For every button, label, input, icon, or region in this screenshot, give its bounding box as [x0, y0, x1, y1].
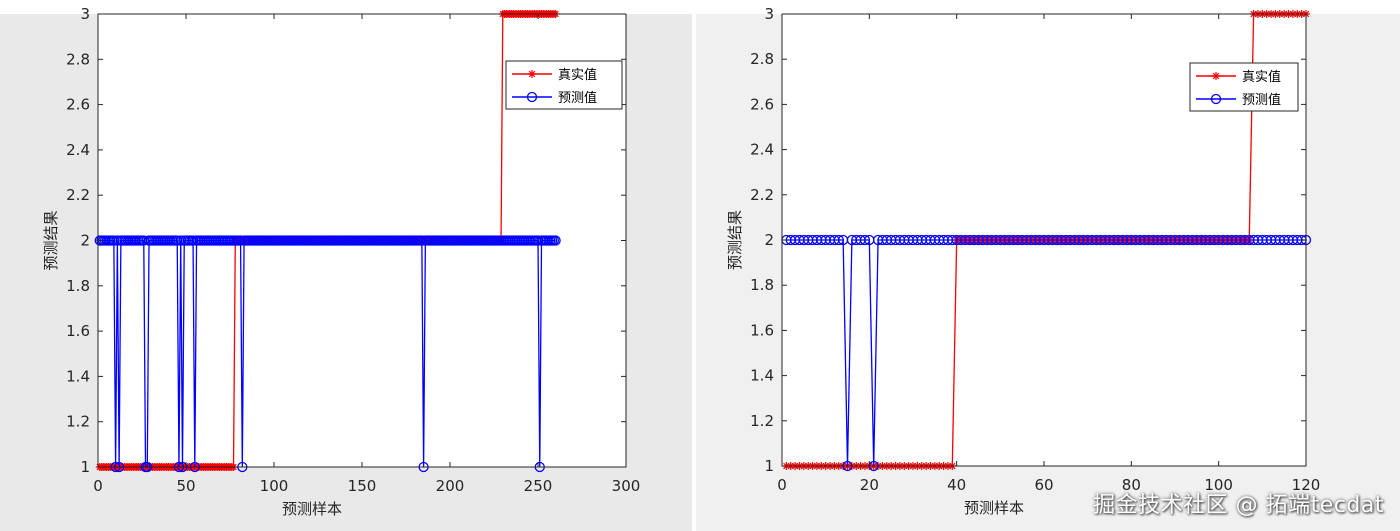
- x-tick-label: 0: [777, 476, 787, 494]
- x-tick-label: 50: [176, 477, 195, 495]
- x-tick-label: 300: [612, 477, 641, 495]
- legend-marker-actual: [528, 70, 536, 78]
- y-tick-label: 2.4: [750, 141, 774, 159]
- panel-top-strip: [696, 0, 1400, 14]
- x-tick-label: 80: [1122, 476, 1141, 494]
- data-point: [859, 234, 871, 246]
- y-axis-label: 预测结果: [42, 210, 60, 270]
- y-tick-label: 2.8: [66, 50, 90, 68]
- legend-entry-label: 真实值: [558, 67, 597, 83]
- y-tick-label: 3: [764, 5, 774, 23]
- y-tick-label: 2.4: [66, 141, 90, 159]
- legend-entry-label: 预测值: [1242, 92, 1281, 108]
- x-axis-label: 预测样本: [282, 500, 342, 518]
- x-tick-label: 120: [1292, 476, 1321, 494]
- y-tick-label: 2.6: [66, 96, 90, 114]
- legend-entry-label: 预测值: [558, 90, 597, 106]
- y-tick-label: 1.4: [750, 367, 774, 385]
- y-tick-label: 1.2: [66, 413, 90, 431]
- y-tick-label: 1.8: [66, 277, 90, 295]
- x-tick-label: 20: [860, 476, 879, 494]
- y-tick-label: 2.6: [750, 95, 774, 113]
- chart-left: 0 50 100 150 200 250 300 1 1.2 1.4 1.6 1.8 2 2.2 2.4 2.…: [42, 5, 641, 518]
- y-tick-label: 2.8: [750, 50, 774, 68]
- x-tick-label: 0: [93, 477, 103, 495]
- x-tick-label: 40: [947, 476, 966, 494]
- chart-right: 0 20 40 60 80 100 120 1 1.2 1.4 1.6 1.8 2 2.2 2.4 2.6 2.…: [726, 5, 1321, 517]
- y-tick-label: 1: [764, 457, 774, 475]
- y-tick-label: 2: [80, 232, 90, 250]
- x-tick-label: 60: [1034, 476, 1053, 494]
- data-point: [833, 234, 844, 246]
- y-tick-label: 1.4: [66, 367, 90, 385]
- x-axis-label: 预测样本: [964, 499, 1024, 517]
- y-tick-label: 1.6: [66, 322, 90, 340]
- legend-entry-label: 真实值: [1242, 69, 1281, 85]
- y-tick-label: 2.2: [750, 186, 774, 204]
- x-tick-label: 100: [1204, 476, 1233, 494]
- legend-marker-predicted: [526, 91, 538, 103]
- x-tick-label: 200: [436, 477, 465, 495]
- y-tick-label: 1.6: [750, 321, 774, 339]
- x-tick-label: 100: [260, 477, 289, 495]
- x-tick-label: 250: [524, 477, 553, 495]
- chart-panel-right: 0 20 40 60 80 100 120 1 1.2 1.4 1.6 1.8 2 2.2 2.4 2.6 2.…: [696, 0, 1400, 531]
- y-tick-label: 3: [80, 5, 90, 23]
- y-tick-label: 1.2: [750, 412, 774, 430]
- y-tick-label: 1.8: [750, 276, 774, 294]
- legend-marker-predicted: [1210, 93, 1222, 105]
- y-axis-label: 预测结果: [726, 210, 744, 270]
- y-tick-label: 2: [764, 231, 774, 249]
- watermark-text: 掘金技术社区 @ 拓端tecdat: [1093, 493, 1384, 518]
- legend-marker-actual: [1212, 72, 1220, 80]
- chart-panel-left: 0 50 100 150 200 250 300 1 1.2 1.4 1.6 1.8 2 2.2 2.4 2.…: [0, 0, 692, 531]
- y-tick-label: 1: [80, 458, 90, 476]
- data-point: [550, 235, 561, 246]
- x-tick-label: 150: [348, 477, 377, 495]
- y-tick-label: 2.2: [66, 186, 90, 204]
